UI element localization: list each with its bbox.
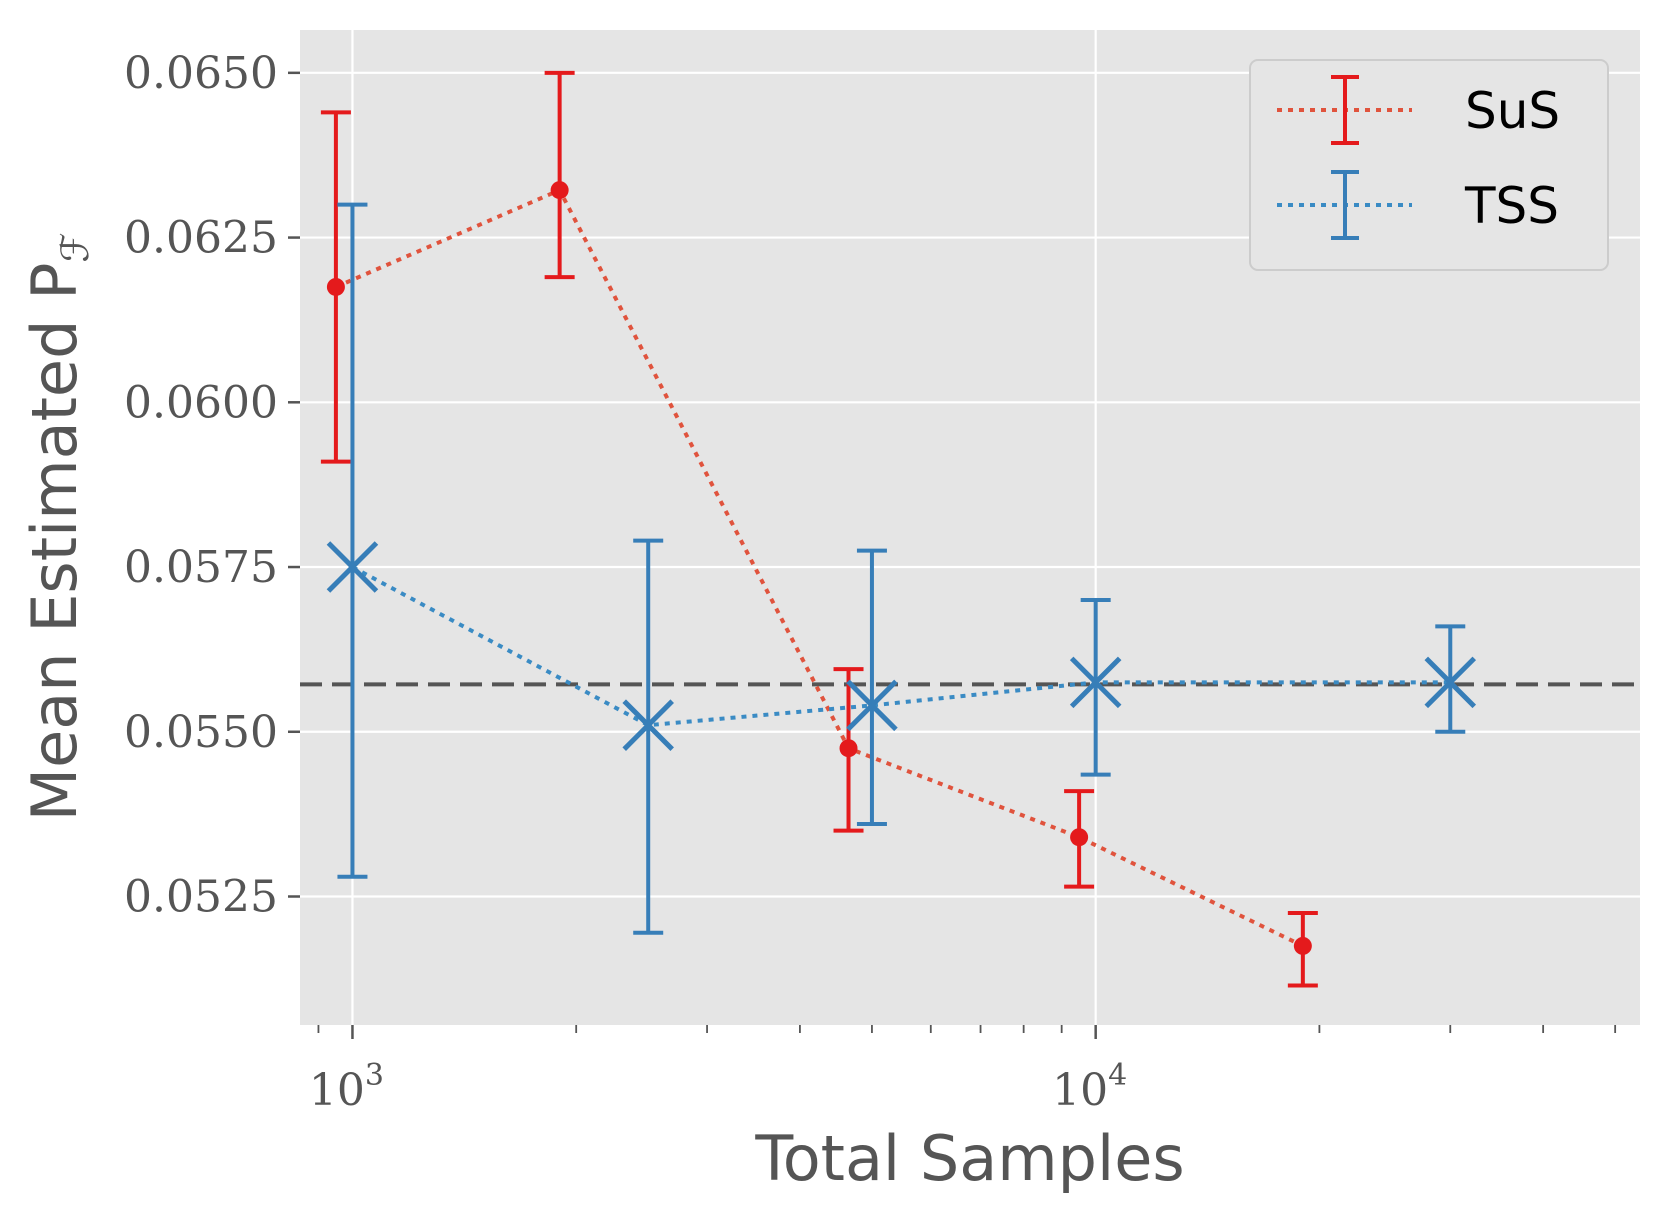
x-marker-stroke (1069, 656, 1122, 709)
series-line-tss (351, 565, 1451, 728)
y-axis-title: Mean Estimated Pℱ (18, 232, 97, 821)
series-layer (320, 70, 1477, 988)
y-axis-title-subscript: ℱ (53, 232, 97, 262)
x-axis-title: Total Samples (754, 1122, 1184, 1195)
x-tick-label: 104 (1052, 1058, 1127, 1116)
data-point-tss (326, 541, 379, 593)
data-point-sus (839, 739, 858, 758)
legend-box (1249, 59, 1609, 271)
legend-entry-sus: SuS (1277, 75, 1560, 145)
x-tick-label-exponent: 4 (1108, 1058, 1127, 1093)
y-tick-label: 0.0525 (124, 872, 278, 923)
x-marker-stroke (622, 699, 674, 751)
data-point-tss (1069, 656, 1122, 709)
legend-label-sus: SuS (1465, 82, 1560, 140)
series-tss (326, 202, 1477, 935)
legend-entry-tss: TSS (1277, 170, 1559, 240)
y-axis-title-main: Mean Estimated P (18, 262, 91, 821)
x-marker-stroke (326, 541, 379, 593)
x-marker-stroke (1424, 656, 1477, 709)
data-point-tss (1424, 656, 1477, 709)
y-tick-label: 0.0625 (124, 213, 278, 264)
y-tick-label: 0.0575 (124, 542, 278, 593)
x-tick-label-exponent: 3 (365, 1058, 384, 1093)
x-tick-label: 103 (309, 1058, 384, 1116)
data-point-tss (846, 679, 898, 732)
y-tick-label: 0.0650 (124, 48, 278, 99)
legend: SuS TSS (1249, 59, 1609, 271)
x-tick-label-base: 10 (1052, 1065, 1108, 1116)
series-sus (320, 70, 1318, 988)
data-point-tss (622, 699, 674, 751)
data-point-sus (550, 181, 569, 200)
y-tick-label: 0.0600 (124, 377, 278, 428)
legend-label-tss: TSS (1464, 177, 1559, 235)
y-tick-label: 0.0550 (124, 707, 278, 758)
x-marker-stroke (846, 679, 898, 732)
data-point-sus (1293, 936, 1312, 955)
data-point-sus (326, 277, 345, 296)
x-tick-label-base: 10 (309, 1065, 365, 1116)
data-point-sus (1070, 828, 1089, 847)
